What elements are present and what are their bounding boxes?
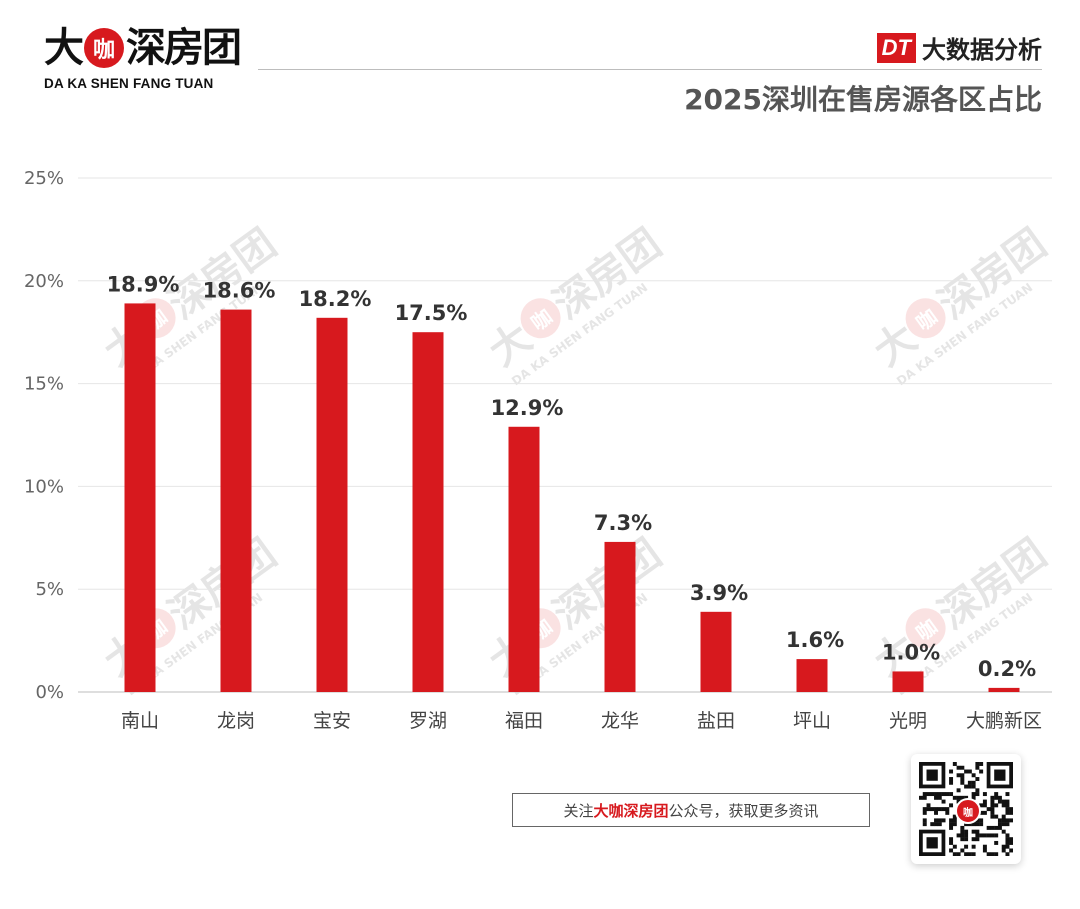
bars	[124, 303, 1020, 692]
y-tick-label: 10%	[24, 476, 64, 497]
x-axis-ticks: 南山 龙岗 宝安 罗湖 福田 龙华 盐田 坪山 光明 大鹏新区	[121, 710, 1042, 732]
x-tick-label: 福田	[505, 710, 543, 732]
chart-title: 2025深圳在售房源各区占比	[684, 83, 1042, 116]
data-label: 17.5%	[395, 301, 468, 325]
data-labels: 18.9% 18.6% 18.2% 17.5% 12.9% 7.3% 3.9% 1.6% 1.0…	[107, 272, 1037, 680]
follow-note: 关注 大咖深房团 公众号，获取更多资讯	[512, 793, 870, 827]
bar	[220, 309, 252, 692]
x-tick-label: 宝安	[313, 710, 351, 732]
y-tick-label: 25%	[24, 168, 64, 189]
data-label: 1.6%	[786, 628, 844, 652]
follow-prefix: 关注	[563, 801, 594, 820]
qr-code-card[interactable]: 咖	[911, 754, 1021, 864]
brand-logo: 大 咖 深房团 DA KA SHEN FANG TUAN	[44, 24, 242, 91]
bar	[316, 317, 348, 692]
data-label: 12.9%	[491, 396, 564, 420]
x-tick-label: 坪山	[793, 710, 831, 732]
bar	[604, 541, 636, 692]
x-tick-label: 大鹏新区	[966, 710, 1042, 732]
x-tick-label: 龙华	[601, 710, 639, 732]
data-label: 18.6%	[203, 279, 276, 303]
data-label: 3.9%	[690, 581, 748, 605]
dt-icon: DT	[876, 32, 916, 63]
header-divider	[258, 69, 1042, 70]
bar	[124, 303, 156, 692]
logo-circle-icon: 咖	[84, 28, 124, 68]
follow-brand: 大咖深房团	[593, 801, 669, 820]
y-axis-ticks: 0% 5% 10% 15% 20% 25%	[24, 168, 64, 703]
bar	[796, 659, 828, 692]
bar	[508, 426, 540, 692]
x-tick-label: 光明	[889, 710, 927, 732]
data-label: 0.2%	[978, 657, 1036, 681]
data-label: 1.0%	[882, 640, 940, 664]
x-tick-label: 罗湖	[409, 710, 447, 732]
logo-char-da: 大	[44, 25, 84, 71]
y-tick-label: 20%	[24, 271, 64, 292]
bar	[988, 687, 1020, 692]
qr-code-icon	[919, 762, 1013, 856]
x-tick-label: 南山	[121, 710, 159, 732]
data-label: 7.3%	[594, 511, 652, 535]
badge-text: 大数据分析	[922, 36, 1042, 64]
bar	[892, 671, 924, 692]
follow-suffix: 公众号，获取更多资讯	[668, 801, 819, 820]
dt-badge: DT 大数据分析	[876, 30, 1042, 65]
bar	[412, 332, 444, 692]
y-tick-label: 5%	[35, 579, 64, 600]
logo-subtitle: DA KA SHEN FANG TUAN	[44, 76, 214, 91]
bar	[700, 611, 732, 692]
data-label: 18.9%	[107, 272, 180, 296]
x-tick-label: 龙岗	[217, 710, 255, 732]
y-tick-label: 0%	[35, 682, 64, 703]
y-tick-label: 15%	[24, 374, 64, 395]
logo-text: 深房团	[126, 25, 242, 71]
x-tick-label: 盐田	[697, 710, 735, 732]
qr-center-logo: 咖	[955, 798, 981, 824]
data-label: 18.2%	[299, 287, 372, 311]
